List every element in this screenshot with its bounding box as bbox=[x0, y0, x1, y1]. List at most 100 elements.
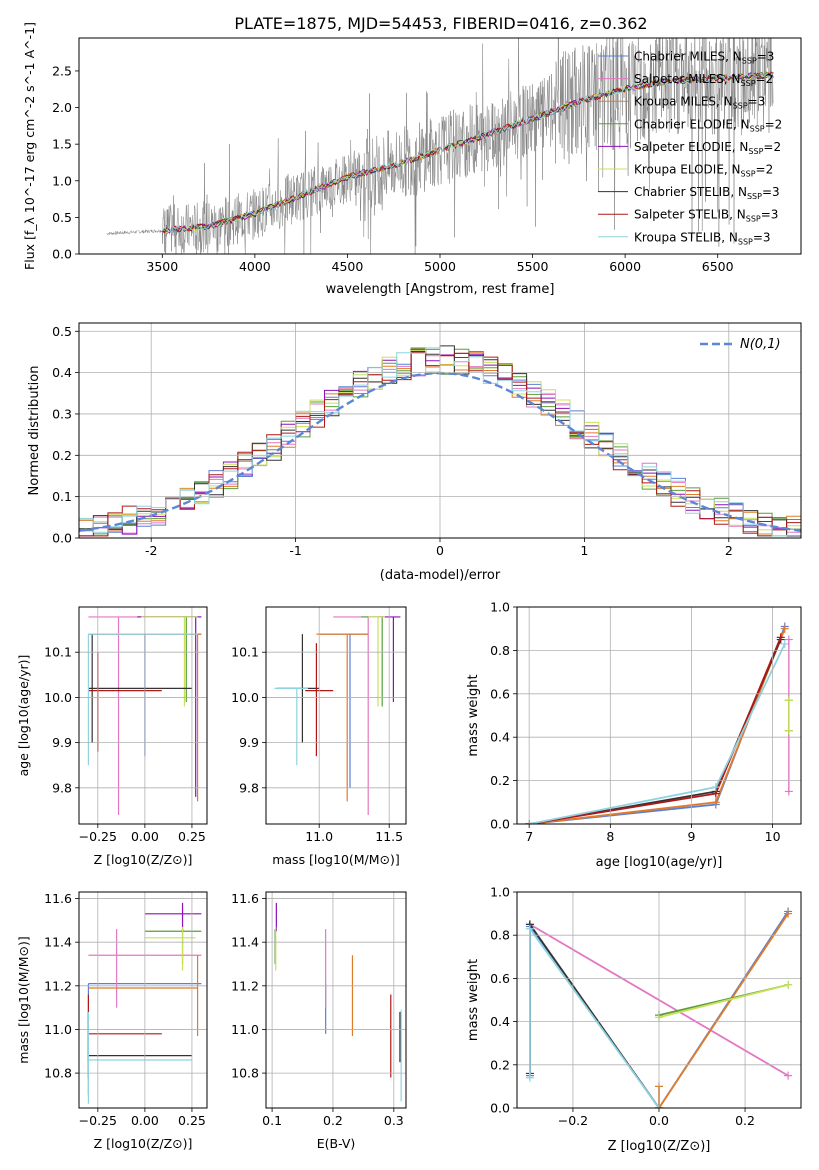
y-tick-label: 2.5 bbox=[52, 63, 72, 78]
legend-label: Kroupa MILES, NSSP=3 bbox=[634, 95, 765, 111]
y-tick-label: 2.0 bbox=[52, 100, 72, 115]
axes-frame bbox=[78, 891, 208, 1109]
x-tick-label: −0.25 bbox=[79, 1113, 117, 1128]
y-tick-label: 0.2 bbox=[490, 1057, 510, 1072]
x-tick-label: 6000 bbox=[609, 259, 641, 274]
weight-marker bbox=[784, 726, 793, 735]
y-tick-label: 0.0 bbox=[52, 247, 72, 262]
x-tick-label: −0.2 bbox=[558, 1113, 588, 1128]
y-tick-label: 11.2 bbox=[231, 978, 259, 993]
x-tick-label: 5000 bbox=[424, 259, 456, 274]
y-tick-label: 1.0 bbox=[490, 885, 510, 900]
weight-marker bbox=[784, 1071, 793, 1080]
x-tick-label: −0.25 bbox=[79, 829, 117, 844]
y-tick-label: 11.0 bbox=[44, 1022, 72, 1037]
x-axis-label: Z [log10(Z/Z⊙)] bbox=[94, 1136, 193, 1151]
axes-frame bbox=[265, 606, 407, 825]
axes-frame bbox=[78, 606, 208, 825]
panel-residuals: -2 -1 0 1 2 0.0 0.1 0.2 0.3 0.4 0.5 N(0,1) (data-mod… bbox=[27, 322, 802, 583]
y-axis-label: age [log10(age/yr)] bbox=[16, 655, 31, 777]
x-tick-label: -1 bbox=[289, 543, 301, 558]
x-tick-label: 0.25 bbox=[178, 1113, 206, 1128]
x-tick-label: 3500 bbox=[146, 259, 178, 274]
weight-line bbox=[529, 925, 660, 1108]
panel-mass_vs_Z: −0.25 0.00 0.25 10.8 11.0 11.2 11.4 11.6 Z [log1… bbox=[16, 891, 208, 1151]
weight-marker bbox=[525, 1073, 534, 1082]
y-tick-label: 0.6 bbox=[490, 686, 510, 701]
x-tick-label: 1 bbox=[580, 543, 588, 558]
y-axis-label: mass weight bbox=[466, 959, 481, 1041]
x-tick-label: 2 bbox=[725, 543, 733, 558]
x-axis-label: Z [log10(Z/Z⊙)] bbox=[608, 1139, 711, 1154]
y-tick-label: 0.8 bbox=[490, 928, 510, 943]
y-tick-label: 0.2 bbox=[52, 448, 72, 463]
axes-frame bbox=[78, 37, 802, 255]
weight-marker bbox=[711, 783, 720, 792]
weight-marker bbox=[711, 798, 720, 807]
axes-frame bbox=[516, 606, 802, 825]
plot-area bbox=[274, 902, 402, 1102]
weight-marker bbox=[780, 624, 789, 633]
x-tick-label: 6500 bbox=[702, 259, 734, 274]
axes-frame bbox=[265, 891, 407, 1109]
x-tick-label: 0.00 bbox=[131, 829, 159, 844]
y-axis-label: mass weight bbox=[466, 674, 481, 756]
y-tick-label: 9.8 bbox=[52, 780, 72, 795]
observed-spectrum-line bbox=[106, 38, 774, 254]
y-tick-label: 11.4 bbox=[231, 935, 259, 950]
plot-area bbox=[106, 38, 774, 254]
y-tick-label: 1.5 bbox=[52, 137, 72, 152]
x-tick-label: 0.2 bbox=[323, 1113, 343, 1128]
plot-area bbox=[525, 622, 793, 824]
y-tick-label: 0.1 bbox=[52, 489, 72, 504]
x-tick-label: 10 bbox=[765, 829, 781, 844]
y-tick-label: 1.0 bbox=[490, 600, 510, 615]
y-tick-label: 0.0 bbox=[52, 531, 72, 546]
y-tick-label: 11.6 bbox=[44, 891, 72, 906]
legend-label: Kroupa STELIB, NSSP=3 bbox=[634, 230, 771, 246]
y-tick-label: 0.5 bbox=[52, 210, 72, 225]
weight-line bbox=[529, 628, 786, 824]
x-tick-label: 11.0 bbox=[305, 829, 333, 844]
weight-marker bbox=[780, 639, 789, 648]
x-axis-label: mass [log10(M/M⊙)] bbox=[272, 852, 400, 867]
y-tick-label: 11.2 bbox=[44, 978, 72, 993]
axes-frame bbox=[516, 891, 802, 1109]
y-tick-label: 0.4 bbox=[490, 1014, 510, 1029]
y-axis-label: Normed distribution bbox=[27, 366, 42, 496]
y-axis-label: Flux [f_λ 10^-17 erg cm^-2 s^-1 A^-1] bbox=[22, 22, 37, 270]
x-tick-label: 8 bbox=[606, 829, 614, 844]
legend-label: Chabrier MILES, NSSP=3 bbox=[634, 50, 774, 66]
x-tick-label: 0.25 bbox=[178, 829, 206, 844]
plot-area bbox=[274, 616, 401, 815]
weight-marker bbox=[776, 633, 785, 642]
legend-label: Chabrier STELIB, NSSP=3 bbox=[634, 185, 780, 201]
x-tick-label: 11.5 bbox=[375, 829, 403, 844]
y-tick-label: 0.6 bbox=[490, 971, 510, 986]
panel-mass_vs_EBV: 0.1 0.2 0.3 10.8 11.0 11.2 11.4 11.6 E(B-V) bbox=[231, 891, 407, 1151]
x-tick-label: 0.0 bbox=[649, 1113, 669, 1128]
x-axis-label: wavelength [Angstrom, rest frame] bbox=[326, 282, 555, 297]
x-tick-label: 0 bbox=[436, 543, 444, 558]
model-spectrum-line bbox=[161, 72, 774, 235]
y-tick-label: 10.0 bbox=[44, 690, 72, 705]
weight-marker bbox=[784, 980, 793, 989]
legend-label: N(0,1) bbox=[740, 337, 781, 352]
y-tick-label: 0.0 bbox=[490, 1101, 510, 1116]
panel-age_vs_mass: 11.0 11.5 9.8 9.9 10.0 10.1 mass [log10(M/M⊙)] bbox=[231, 606, 407, 867]
y-tick-label: 1.0 bbox=[52, 173, 72, 188]
panel-weight_vs_age: 7 8 9 10 0.0 0.2 0.4 0.6 0.8 1.0 age [log10(age/yr… bbox=[466, 600, 802, 870]
legend-label: Salpeter MILES, NSSP=2 bbox=[634, 72, 773, 88]
y-tick-label: 0.4 bbox=[490, 730, 510, 745]
legend-label: Chabrier ELODIE, NSSP=2 bbox=[634, 117, 782, 133]
weight-marker bbox=[784, 635, 793, 644]
x-axis-label: age [log10(age/yr)] bbox=[596, 855, 723, 870]
y-tick-label: 9.8 bbox=[239, 780, 259, 795]
y-tick-label: 0.4 bbox=[52, 365, 72, 380]
y-tick-label: 10.1 bbox=[231, 645, 259, 660]
x-tick-label: 5500 bbox=[517, 259, 549, 274]
y-tick-label: 9.9 bbox=[52, 735, 72, 750]
axes-frame bbox=[78, 322, 802, 539]
panel-spectrum: 3500 4000 4500 5000 5500 6000 6500 0.0 0.5 1.0 1.5… bbox=[22, 22, 802, 297]
y-axis-label: mass [log10(M/M⊙)] bbox=[16, 936, 31, 1064]
